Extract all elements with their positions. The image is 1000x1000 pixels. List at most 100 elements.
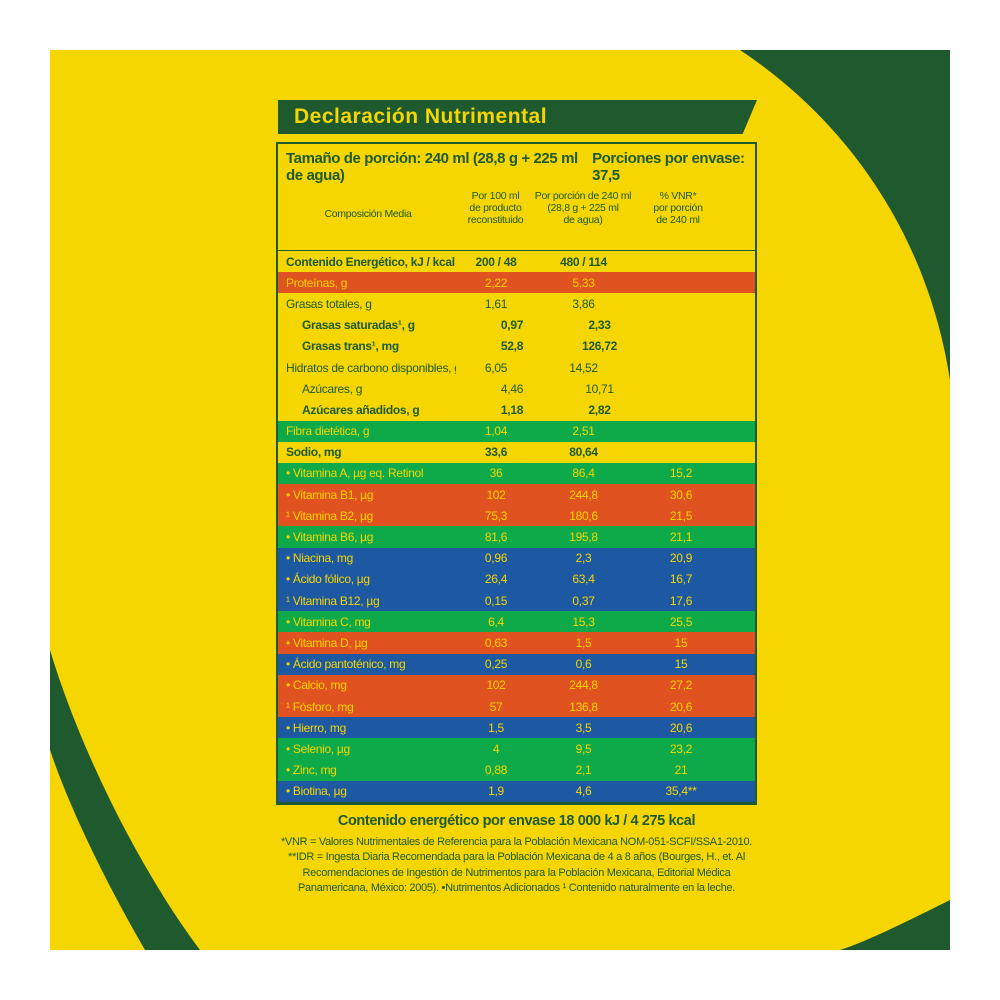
header-vnr: % VNR* por porción de 240 ml	[653, 190, 703, 226]
value-per-100ml: 0,88	[484, 763, 508, 778]
footnotes: *VNR = Valores Nutrimentales de Referenc…	[276, 835, 757, 897]
nutrient-name: ¹ Vitamina B12, µg	[286, 593, 380, 608]
value-per-serving: 2,33	[588, 318, 611, 333]
value-per-100ml: 33,6	[484, 445, 508, 460]
nutrient-name: • Niacina, mg	[286, 551, 353, 566]
nutrient-row: • Ácido pantoténico, mg 0,25 0,6 15	[278, 653, 755, 675]
value-per-serving: 244,8	[569, 678, 598, 693]
value-per-serving: 136,8	[569, 699, 598, 714]
nutrient-name: Grasas saturadas¹, g	[302, 318, 415, 333]
footnote-line: *VNR = Valores Nutrimentales de Referenc…	[280, 835, 753, 848]
value-vnr: 21,1	[669, 530, 693, 545]
nutrient-row: ¹ Vitamina B2, µg 75,3 180,6 21,5	[278, 505, 755, 527]
left-green-swoosh	[50, 650, 200, 950]
nutrient-row: ¹ Vitamina B12, µg 0,15 0,37 17,6	[278, 590, 755, 612]
value-per-serving: 2,51	[572, 424, 595, 439]
value-per-100ml: 6,4	[488, 614, 504, 629]
nutrient-row: • Vitamina C, mg 6,4 15,3 25,5	[278, 611, 755, 633]
value-per-serving: 63,4	[572, 572, 595, 587]
value-vnr: 35,4**	[665, 784, 697, 799]
nutrient-name: Azúcares añadidos, g	[302, 402, 420, 417]
nutrient-row: • Biotina, µg 1,9 4,6 35,4**	[278, 780, 755, 802]
value-per-100ml: 102	[486, 487, 506, 502]
nutrient-name: Contenido Energético, kJ / kcal	[286, 254, 455, 269]
nutrient-row: • Selenio, µg 4 9,5 23,2	[278, 738, 755, 760]
value-per-100ml: 2,22	[484, 275, 508, 290]
value-per-100ml: 36	[489, 466, 503, 481]
value-per-100ml: 75,3	[484, 508, 508, 523]
serving-size: Tamaño de porción: 240 ml (28,8 g + 225 …	[286, 150, 578, 184]
footer-divider	[278, 801, 755, 803]
panel-title: Declaración Nutrimental	[278, 100, 757, 134]
value-per-serving: 195,8	[569, 530, 598, 545]
nutrient-name: • Vitamina C, mg	[286, 614, 371, 629]
value-per-serving: 2,1	[575, 763, 592, 778]
footnote-line: **IDR = Ingesta Diaria Recomendada para …	[287, 851, 745, 864]
value-per-serving: 80,64	[569, 445, 598, 460]
value-per-100ml: 1,18	[500, 402, 524, 417]
value-per-100ml: 1,9	[488, 784, 504, 799]
column-headers: Composición Media Por 100 ml de producto…	[278, 186, 755, 250]
nutrient-name: Azúcares, g	[302, 381, 363, 396]
servings-per-package: Porciones por envase: 37,5	[592, 150, 745, 184]
value-per-100ml: 57	[489, 699, 503, 714]
value-per-100ml: 200 / 48	[475, 254, 517, 269]
value-per-100ml: 0,97	[500, 318, 524, 333]
value-per-serving: 4,6	[575, 784, 592, 799]
nutrient-name: Hidratos de carbono disponibles, g	[286, 360, 456, 375]
nutrient-row: Grasas saturadas¹, g 0,97 2,33	[278, 315, 755, 336]
value-vnr: 17,6	[669, 593, 693, 608]
nutrient-name: • Calcio, mg	[286, 678, 347, 693]
value-per-100ml: 4	[492, 741, 500, 756]
value-per-100ml: 1,04	[484, 424, 508, 439]
value-per-serving: 86,4	[572, 466, 595, 481]
label-background: Declaración Nutrimental Tamaño de porció…	[50, 50, 950, 950]
nutrient-name: Grasas trans¹, mg	[302, 339, 399, 354]
value-per-serving: 480 / 114	[560, 254, 607, 269]
value-per-100ml: 4,46	[500, 381, 524, 396]
nutrient-name: Proteínas, g	[286, 275, 348, 290]
value-per-100ml: 0,96	[484, 551, 508, 566]
value-vnr: 30,6	[669, 487, 693, 502]
nutrient-row: • Ácido fólico, µg 26,4 63,4 16,7	[278, 568, 755, 590]
nutrient-name: • Vitamina D, µg	[286, 635, 368, 650]
serving-info: Tamaño de porción: 240 ml (28,8 g + 225 …	[278, 144, 755, 186]
nutrient-name: • Biotina, µg	[286, 784, 347, 799]
value-per-100ml: 0,63	[484, 635, 508, 650]
value-vnr: 27,2	[669, 678, 693, 693]
value-per-100ml: 102	[486, 678, 506, 693]
nutrient-row: • Niacina, mg 0,96 2,3 20,9	[278, 547, 755, 569]
value-per-serving: 3,86	[572, 296, 595, 311]
nutrient-row: Hidratos de carbono disponibles, g 6,05 14…	[278, 357, 755, 378]
header-per-100ml: Por 100 ml de producto reconstituido	[467, 190, 524, 226]
value-per-100ml: 26,4	[484, 572, 508, 587]
value-per-serving: 2,3	[575, 551, 592, 566]
nutrient-name: Grasas totales, g	[286, 296, 372, 311]
value-per-serving: 126,72	[582, 339, 617, 354]
value-per-100ml: 81,6	[484, 530, 508, 545]
bottom-right-green-swoosh	[840, 900, 950, 950]
nutrition-panel: Declaración Nutrimental Tamaño de porció…	[276, 100, 757, 897]
value-per-100ml: 6,05	[484, 360, 508, 375]
nutrient-name: • Zinc, mg	[286, 763, 337, 778]
value-vnr: 20,6	[669, 720, 693, 735]
footnote-line: Panamericana, México: 2005). •Nutrimento…	[298, 882, 735, 895]
value-per-serving: 2,82	[588, 402, 611, 417]
nutrient-row: Azúcares, g 4,46 10,71	[278, 378, 755, 399]
value-per-serving: 244,8	[569, 487, 598, 502]
nutrient-name: Fibra dietética, g	[286, 424, 370, 439]
header-composition: Composición Media	[324, 208, 412, 220]
nutrient-name: • Selenio, µg	[286, 741, 350, 756]
nutrient-name: ¹ Vitamina B2, µg	[286, 508, 373, 523]
value-vnr: 15	[674, 635, 688, 650]
value-vnr: 20,9	[669, 551, 693, 566]
value-vnr: 21,5	[669, 508, 693, 523]
nutrient-row: Azúcares añadidos, g 1,18 2,82	[278, 399, 755, 420]
nutrient-row: Grasas totales, g 1,61 3,86	[278, 293, 755, 314]
nutrient-name: Sodio, mg	[286, 445, 342, 460]
value-per-serving: 9,5	[575, 741, 592, 756]
value-vnr: 25,5	[669, 614, 693, 629]
value-per-serving: 3,5	[575, 720, 592, 735]
nutrient-name: • Vitamina A, µg eq. Retinol	[286, 466, 424, 481]
value-vnr: 23,2	[669, 741, 693, 756]
